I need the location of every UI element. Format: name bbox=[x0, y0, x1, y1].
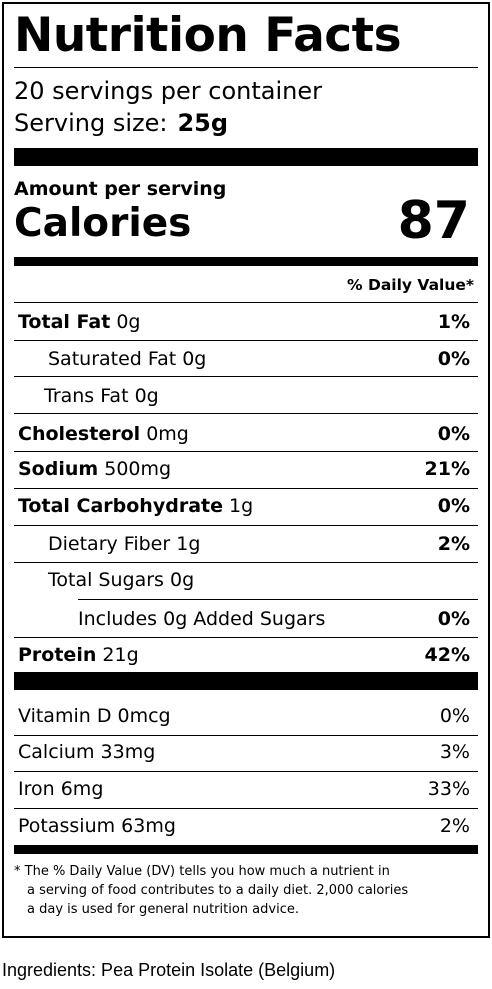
nutrient-dv: 0% bbox=[437, 608, 470, 630]
divider bbox=[14, 735, 478, 736]
nutrient-name: Sodium bbox=[18, 458, 99, 480]
divider bbox=[78, 599, 478, 600]
vitamin-dv: 0% bbox=[439, 705, 470, 727]
ingredients-text: Ingredients: Pea Protein Isolate (Belgiu… bbox=[2, 960, 336, 980]
divider bbox=[14, 525, 478, 526]
divider bbox=[14, 451, 478, 452]
calories-value: 87 bbox=[397, 191, 470, 251]
nutrient-amount: 21g bbox=[102, 644, 139, 666]
label-title: Nutrition Facts bbox=[14, 8, 402, 63]
vitamin-name: Potassium bbox=[18, 815, 116, 837]
footnote-line: * The % Daily Value (DV) tells you how m… bbox=[14, 864, 390, 879]
nutrient-name: Total Sugars bbox=[48, 569, 164, 591]
medium-divider bbox=[14, 845, 478, 854]
divider bbox=[14, 637, 478, 638]
divider bbox=[14, 413, 478, 414]
servings-per-container: 20 servings per container bbox=[14, 77, 322, 105]
divider bbox=[14, 67, 478, 68]
nutrient-name: Dietary Fiber bbox=[48, 533, 171, 555]
nutrient-name: Saturated Fat bbox=[48, 348, 177, 370]
daily-value-header: % Daily Value* bbox=[347, 276, 474, 294]
nutrient-amount: 0g bbox=[134, 385, 159, 407]
divider bbox=[14, 302, 478, 303]
nutrient-amount: 1g bbox=[229, 495, 254, 517]
footnote-line: a day is used for general nutrition advi… bbox=[27, 902, 299, 917]
thick-divider bbox=[14, 148, 478, 166]
nutrient-amount: 0g bbox=[182, 348, 207, 370]
nutrient-row-protein: Protein 21g bbox=[18, 641, 139, 669]
medium-divider bbox=[14, 257, 478, 266]
vitamin-name: Vitamin D bbox=[18, 705, 112, 727]
footnote-line: a serving of food contributes to a daily… bbox=[27, 883, 409, 898]
vitamin-row-calcium: Calcium 33mg bbox=[18, 738, 155, 766]
nutrient-row-dietary-fiber: Dietary Fiber 1g bbox=[48, 530, 200, 558]
nutrient-name: Total Carbohydrate bbox=[18, 495, 223, 517]
divider bbox=[14, 340, 478, 341]
serving-size: Serving size: 25g bbox=[14, 108, 228, 138]
nutrient-name: Includes 0g Added Sugars bbox=[78, 608, 326, 630]
nutrient-amount: 0g bbox=[116, 311, 141, 333]
nutrient-dv: 0% bbox=[437, 423, 470, 445]
footnote: * The % Daily Value (DV) tells you how m… bbox=[14, 862, 470, 919]
nutrient-dv: 21% bbox=[424, 458, 470, 480]
nutrient-row-total-sugars: Total Sugars 0g bbox=[48, 566, 194, 594]
nutrient-row-total-carbohydrate: Total Carbohydrate 1g bbox=[18, 492, 253, 520]
nutrient-name: Trans Fat bbox=[44, 385, 129, 407]
nutrient-row-saturated-fat: Saturated Fat 0g bbox=[48, 345, 206, 373]
nutrient-row-sodium: Sodium 500mg bbox=[18, 455, 171, 483]
nutrient-row-added-sugars: Includes 0g Added Sugars bbox=[78, 605, 325, 633]
thick-divider bbox=[14, 672, 478, 690]
divider bbox=[14, 562, 478, 563]
serving-size-label: Serving size: bbox=[14, 109, 168, 137]
nutrient-dv: 2% bbox=[437, 533, 470, 555]
serving-size-value: 25g bbox=[177, 109, 229, 137]
vitamin-name: Iron bbox=[18, 778, 55, 800]
vitamin-dv: 33% bbox=[427, 778, 470, 800]
vitamin-amount: 0mcg bbox=[117, 705, 171, 727]
nutrient-dv: 0% bbox=[437, 348, 470, 370]
nutrient-amount: 1g bbox=[176, 533, 201, 555]
divider bbox=[14, 376, 478, 377]
nutrient-amount: 0mg bbox=[146, 423, 189, 445]
divider bbox=[14, 771, 478, 772]
vitamin-amount: 6mg bbox=[60, 778, 104, 800]
vitamin-amount: 63mg bbox=[121, 815, 176, 837]
nutrient-name: Total Fat bbox=[18, 311, 111, 333]
nutrient-name: Protein bbox=[18, 644, 97, 666]
vitamin-dv: 3% bbox=[439, 741, 470, 763]
nutrient-name: Cholesterol bbox=[18, 423, 141, 445]
vitamin-row-iron: Iron 6mg bbox=[18, 775, 103, 803]
nutrient-amount: 0g bbox=[169, 569, 195, 591]
vitamin-dv: 2% bbox=[439, 815, 470, 837]
nutrient-dv: 42% bbox=[424, 644, 470, 666]
nutrition-facts-panel bbox=[2, 2, 490, 938]
nutrient-row-cholesterol: Cholesterol 0mg bbox=[18, 420, 189, 448]
divider bbox=[14, 808, 478, 809]
vitamin-row-potassium: Potassium 63mg bbox=[18, 812, 176, 840]
calories-label: Calories bbox=[14, 201, 192, 246]
vitamin-row-vitamin-d: Vitamin D 0mcg bbox=[18, 702, 171, 730]
nutrient-row-total-fat: Total Fat 0g bbox=[18, 308, 141, 336]
vitamin-amount: 33mg bbox=[100, 741, 156, 763]
vitamin-name: Calcium bbox=[18, 741, 95, 763]
amount-per-serving: Amount per serving bbox=[14, 178, 227, 200]
nutrient-row-trans-fat: Trans Fat 0g bbox=[44, 382, 159, 410]
nutrient-amount: 500mg bbox=[104, 458, 172, 480]
divider bbox=[14, 488, 478, 489]
nutrient-dv: 1% bbox=[437, 311, 470, 333]
nutrient-dv: 0% bbox=[437, 495, 470, 517]
